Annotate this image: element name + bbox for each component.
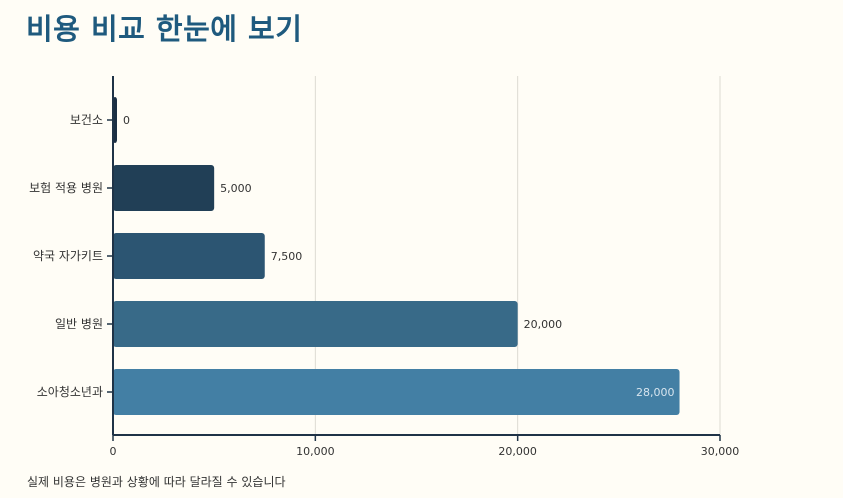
y-tick-label: 소아청소년과 [37, 385, 103, 399]
footnote: 실제 비용은 병원과 상황에 따라 달라질 수 있습니다 [27, 475, 286, 489]
y-tick-label: 약국 자가키트 [33, 248, 103, 263]
chart-title: 비용 비교 한눈에 보기 [26, 12, 303, 46]
bar [113, 233, 265, 279]
bar [113, 301, 518, 347]
x-tick-label: 0 [110, 445, 117, 458]
x-tick-label: 10,000 [296, 445, 335, 458]
bar [113, 369, 680, 415]
data-label: 28,000 [636, 386, 675, 399]
bar [113, 165, 215, 211]
data-label: 0 [123, 114, 130, 127]
y-tick-label: 보험 적용 병원 [29, 181, 103, 195]
data-label: 20,000 [524, 318, 563, 331]
data-label: 5,000 [220, 182, 252, 195]
y-tick-label: 일반 병원 [55, 317, 103, 331]
y-tick-label: 보건소 [70, 113, 103, 127]
data-label: 7,500 [271, 250, 303, 263]
x-tick-label: 20,000 [498, 445, 537, 458]
x-tick-label: 30,000 [701, 445, 740, 458]
